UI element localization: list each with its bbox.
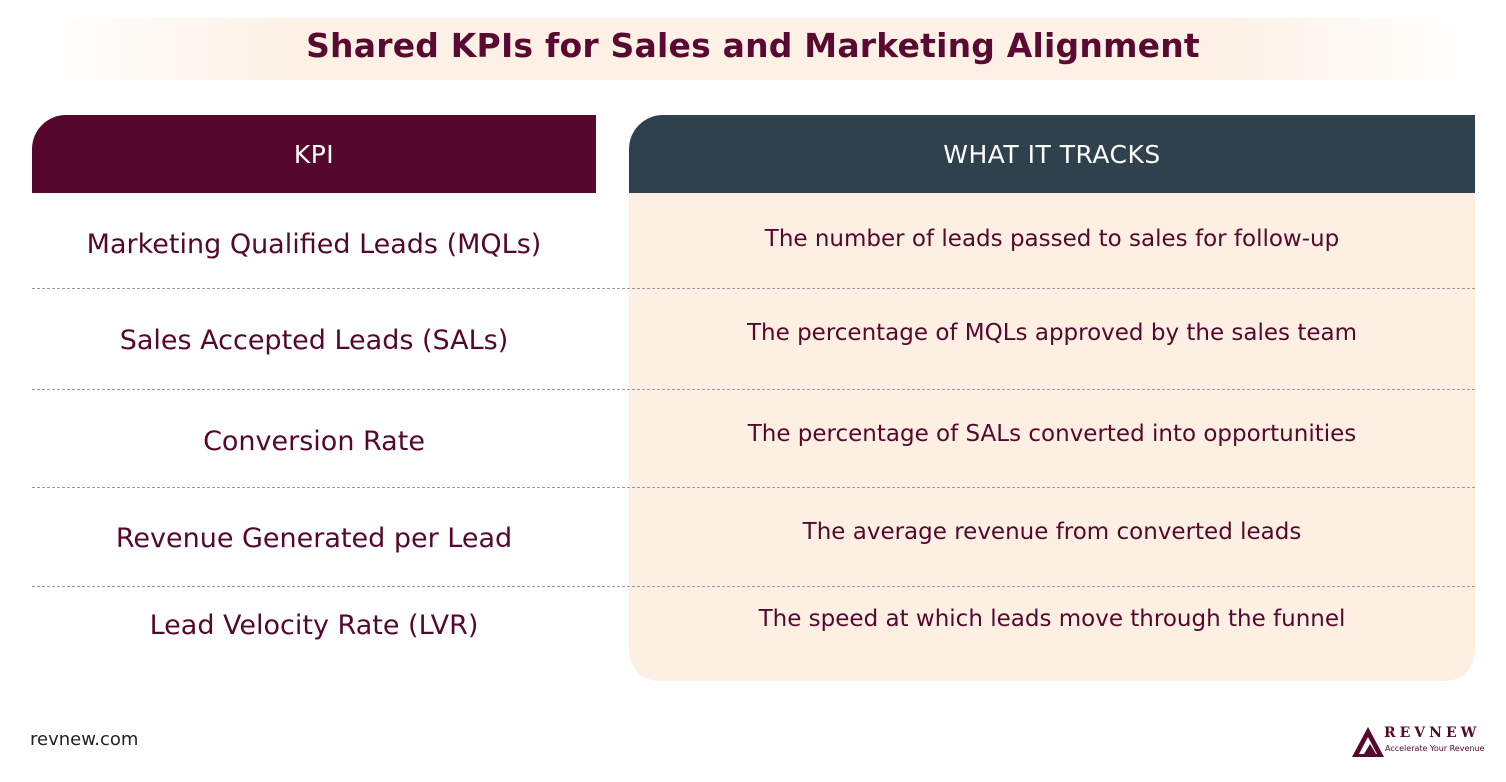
row-divider xyxy=(32,389,1475,390)
row-divider xyxy=(32,288,1475,289)
logo-tagline: Accelerate Your Revenue xyxy=(1385,744,1485,753)
kpi-cell: Lead Velocity Rate (LVR) xyxy=(149,610,479,641)
kpi-cell: Sales Accepted Leads (SALs) xyxy=(119,325,509,356)
revnew-logo: REVNEW Accelerate Your Revenue xyxy=(1350,722,1484,762)
kpi-cell: Revenue Generated per Lead xyxy=(115,523,513,554)
kpi-cell: Conversion Rate xyxy=(203,426,425,457)
title-band xyxy=(40,18,1470,80)
page-title: Shared KPIs for Sales and Marketing Alig… xyxy=(306,26,1200,65)
tracks-column-header: WHAT IT TRACKS xyxy=(629,115,1475,193)
kpi-column-header: KPI xyxy=(32,115,596,193)
tracks-column-header-label: WHAT IT TRACKS xyxy=(943,139,1161,169)
kpi-column-header-label: KPI xyxy=(293,139,335,169)
kpi-cell: Marketing Qualified Leads (MQLs) xyxy=(86,229,542,260)
footer-url: revnew.com xyxy=(30,729,139,750)
tracks-cell: The percentage of MQLs approved by the s… xyxy=(746,320,1358,346)
tracks-cell: The speed at which leads move through th… xyxy=(758,606,1346,632)
tracks-cell: The average revenue from converted leads xyxy=(802,519,1302,545)
mountain-triangle-icon xyxy=(1352,727,1384,757)
tracks-cell: The percentage of SALs converted into op… xyxy=(747,421,1357,447)
row-divider xyxy=(32,586,1475,587)
logo-name: REVNEW xyxy=(1384,725,1481,741)
tracks-cell: The number of leads passed to sales for … xyxy=(764,226,1340,252)
tracks-column-panel xyxy=(629,193,1475,681)
row-divider xyxy=(32,487,1475,488)
